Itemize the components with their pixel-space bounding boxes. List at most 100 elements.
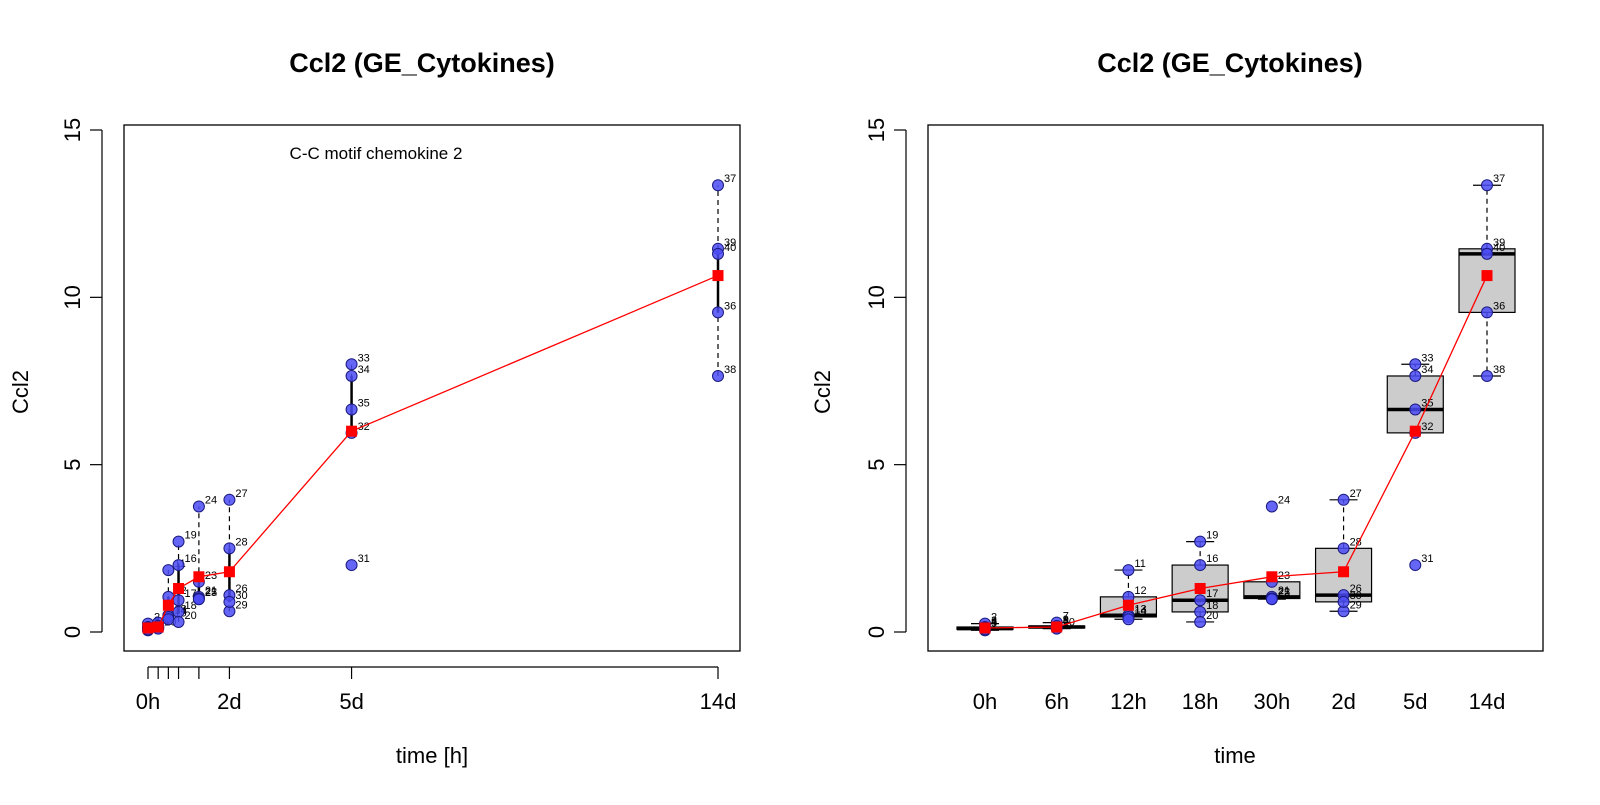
right-mean-marker: [1338, 566, 1350, 578]
left-data-point: [712, 369, 724, 382]
right-point-label: 30: [1350, 590, 1362, 602]
right-point-label: 40: [1493, 242, 1505, 254]
right-point-label: 28: [1350, 536, 1362, 548]
right-point-label: 9: [1063, 614, 1069, 626]
right-mean-marker: [1409, 425, 1421, 437]
right-mean-marker: [1266, 571, 1278, 583]
right-data-point: [1409, 403, 1422, 416]
left-mean-marker: [152, 621, 164, 633]
left-data-point: [172, 559, 185, 572]
left-point-label: 40: [724, 242, 736, 254]
right-point-label: 1: [991, 618, 997, 630]
right-point-label: 24: [1278, 495, 1290, 507]
right-point-label: 20: [1206, 610, 1218, 622]
right-data-point: [1481, 247, 1493, 260]
right-x-tick-label: 0h: [973, 689, 997, 714]
right-data-point: [1481, 306, 1493, 319]
right-point-label: 34: [1421, 364, 1433, 376]
right-y-axis-label: Ccl2: [810, 370, 835, 414]
left-data-point: [192, 593, 205, 606]
right-plot-frame: [927, 124, 1544, 652]
left-data-point: [712, 179, 724, 192]
right-point-label: 15: [1134, 607, 1146, 619]
right-point-label: 25: [1278, 587, 1290, 599]
left-point-label: 18: [185, 600, 197, 612]
right-y-tick-label: 10: [864, 285, 889, 309]
left-data-point: [345, 358, 358, 371]
left-data-point: [223, 493, 236, 506]
right-y-tick-label: 5: [864, 459, 889, 471]
right-point-label: 4: [991, 616, 997, 628]
left-point-label: 28: [235, 536, 247, 548]
right-mean-marker: [1194, 582, 1206, 594]
right-point-label: 39: [1493, 237, 1505, 249]
left-point-label: 30: [235, 590, 247, 602]
right-point-label: 38: [1493, 364, 1505, 376]
left-mean-marker: [162, 599, 174, 611]
left-data-point: [712, 306, 724, 319]
right-point-label: 12: [1134, 585, 1146, 597]
right-y-tick-label: 15: [864, 118, 889, 142]
left-data-point: [162, 613, 175, 626]
left-point-label: 24: [205, 495, 217, 507]
left-data-point: [162, 564, 175, 577]
left-data-point: [223, 595, 236, 608]
right-y-tick-label: 0: [864, 626, 889, 638]
right-data-point: [1194, 615, 1207, 628]
right-point-label: 2: [991, 612, 997, 624]
right-point-label: 27: [1350, 488, 1362, 500]
left-point-label: 32: [358, 421, 370, 433]
right-x-tick-label: 12h: [1110, 689, 1147, 714]
right-data-point: [1265, 593, 1278, 606]
right-point-label: 8: [1063, 615, 1069, 627]
right-data-point: [1481, 179, 1493, 192]
left-point-label: 16: [185, 553, 197, 565]
left-data-point: [345, 559, 358, 572]
right-chart-title: Ccl2 (GE_Cytokines): [1097, 48, 1363, 78]
right-x-tick-label: 2d: [1331, 689, 1355, 714]
right-point-label: 6: [1063, 616, 1069, 628]
right-data-point: [1409, 559, 1422, 572]
right-mean-line: [984, 275, 1488, 629]
left-chart-annotation: C-C motif chemokine 2: [290, 144, 463, 163]
right-point-label: 33: [1421, 352, 1433, 364]
left-point-label: 21: [205, 585, 217, 597]
left-mean-marker: [173, 582, 185, 594]
right-point-label: 17: [1206, 588, 1218, 600]
right-mean-marker: [1481, 270, 1493, 282]
right-point-label: 3: [991, 615, 997, 627]
left-data-point: [172, 605, 185, 618]
right-point-label: 32: [1421, 421, 1433, 433]
left-point-label: 39: [724, 237, 736, 249]
left-point-label: 37: [724, 173, 736, 185]
right-point-label: 22: [1278, 587, 1290, 599]
left-data-point: [172, 594, 185, 607]
left-point-label: 35: [358, 397, 370, 409]
left-data-point: [345, 369, 358, 382]
right-data-point: [1337, 542, 1350, 555]
right-data-point: [1409, 358, 1422, 371]
right-point-label: 31: [1421, 553, 1433, 565]
left-chart-title: Ccl2 (GE_Cytokines): [289, 48, 555, 78]
right-mean-marker: [1122, 599, 1134, 611]
left-point-label: 33: [358, 352, 370, 364]
left-x-tick-label: 2d: [217, 689, 241, 714]
right-point-label: 19: [1206, 530, 1218, 542]
right-data-point: [1337, 595, 1350, 608]
left-y-tick-label: 5: [60, 459, 85, 471]
left-point-label: 38: [724, 364, 736, 376]
left-y-tick-label: 0: [60, 626, 85, 638]
right-x-tick-label: 5d: [1403, 689, 1427, 714]
right-point-label: 11: [1134, 558, 1145, 570]
left-point-label: 20: [185, 610, 197, 622]
left-y-tick-label: 15: [60, 118, 85, 142]
left-x-axis-label: time [h]: [396, 743, 468, 768]
right-x-axis-label: time: [1214, 743, 1256, 768]
right-mean-marker: [1051, 621, 1063, 633]
right-x-tick-label: 14d: [1469, 689, 1506, 714]
right-x-tick-label: 6h: [1044, 689, 1068, 714]
left-point-label: 26: [235, 583, 247, 595]
left-y-tick-label: 10: [60, 285, 85, 309]
right-data-point: [1194, 605, 1207, 618]
left-point-label: 36: [724, 300, 736, 312]
